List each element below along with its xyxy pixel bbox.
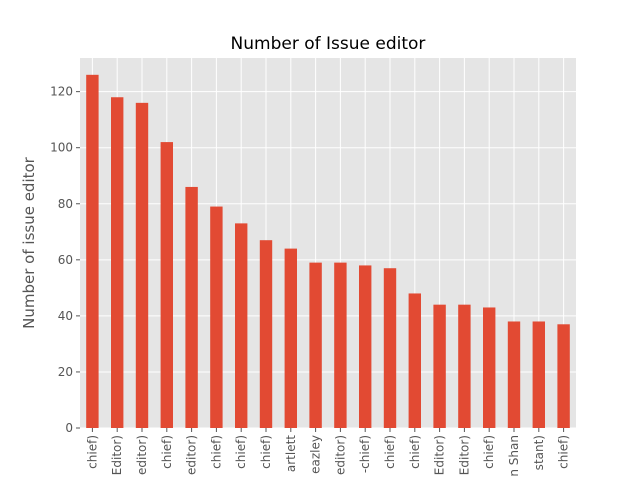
y-tick-label: 60 bbox=[58, 253, 73, 267]
y-tick-label: 100 bbox=[50, 141, 73, 155]
x-tick-label: chief) bbox=[408, 435, 422, 469]
bar bbox=[557, 324, 570, 428]
x-tick-label: chief) bbox=[557, 435, 571, 469]
bar bbox=[433, 304, 446, 428]
bar bbox=[160, 142, 173, 428]
x-tick-label: Editor) bbox=[110, 435, 124, 475]
y-axis-label: Number of issue editor bbox=[20, 156, 38, 329]
bar bbox=[111, 97, 124, 428]
bar bbox=[210, 206, 223, 428]
x-tick-label: Editor) bbox=[433, 435, 447, 475]
x-tick-label: chief) bbox=[85, 435, 99, 469]
x-tick-label: chief) bbox=[160, 435, 174, 469]
y-tick-label: 40 bbox=[58, 309, 73, 323]
bar bbox=[284, 248, 297, 428]
bar bbox=[359, 265, 372, 428]
bar bbox=[408, 293, 421, 428]
y-tick-label: 0 bbox=[65, 421, 73, 435]
x-tick-label: chief) bbox=[234, 435, 248, 469]
bar bbox=[135, 102, 149, 429]
y-tick-label: 80 bbox=[58, 197, 73, 211]
bar bbox=[334, 262, 347, 428]
bar bbox=[185, 186, 198, 428]
x-tick-label: chief) bbox=[259, 435, 273, 469]
x-tick-label: stant) bbox=[532, 435, 546, 470]
x-tick-label: chief) bbox=[482, 435, 496, 469]
bar bbox=[235, 223, 248, 428]
y-axis-ticks: 0 20 40 60 80 100 120 bbox=[50, 85, 80, 435]
x-tick-label: chief) bbox=[383, 435, 397, 469]
x-tick-label: -chief) bbox=[358, 435, 372, 473]
x-tick-label: editor) bbox=[185, 435, 199, 475]
x-tick-label: n Shan bbox=[507, 435, 521, 477]
bar bbox=[86, 74, 99, 429]
bar bbox=[383, 268, 397, 428]
y-tick-label: 120 bbox=[50, 85, 73, 99]
plot-area bbox=[80, 58, 576, 428]
bar bbox=[532, 321, 545, 428]
bar bbox=[259, 240, 273, 428]
chart-title: Number of Issue editor bbox=[231, 34, 426, 54]
x-tick-label: editor) bbox=[135, 435, 149, 475]
x-tick-label: artlett bbox=[284, 435, 298, 472]
bars bbox=[86, 74, 570, 429]
x-tick-label: chief) bbox=[209, 435, 223, 469]
x-tick-label: Editor) bbox=[457, 435, 471, 475]
y-tick-label: 20 bbox=[58, 365, 73, 379]
bar bbox=[507, 321, 521, 428]
x-tick-label: eazley bbox=[309, 435, 323, 474]
bar bbox=[309, 262, 322, 428]
x-axis-ticks: chief) Editor) editor) chief) editor) chief) c… bbox=[85, 428, 571, 477]
bar bbox=[458, 304, 471, 428]
bar bbox=[483, 307, 496, 428]
x-tick-label: editor) bbox=[333, 435, 347, 475]
